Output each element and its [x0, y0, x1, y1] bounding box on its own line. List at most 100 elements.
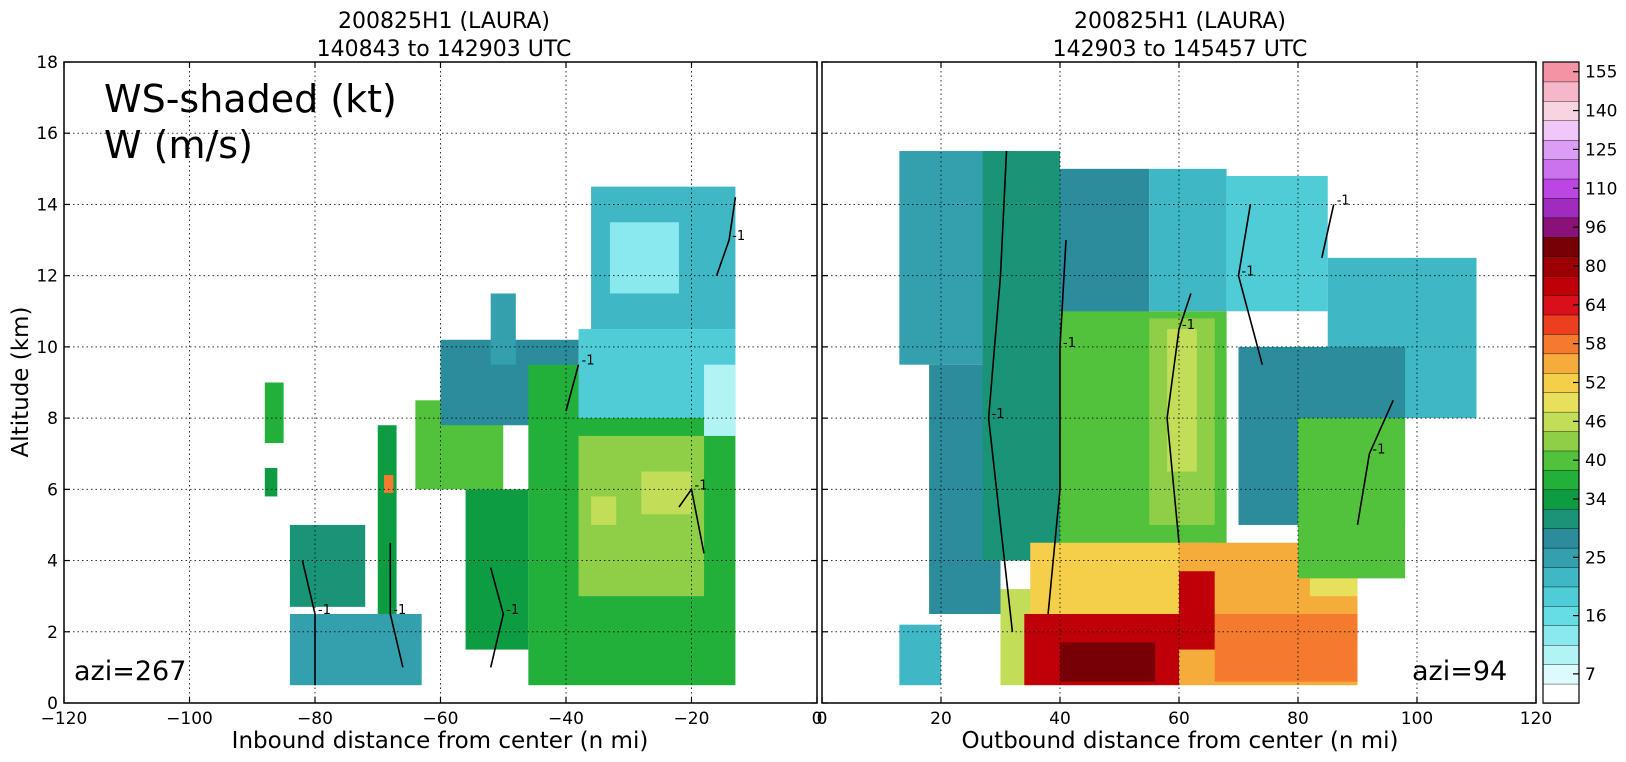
left-ws-cell-17: [704, 364, 736, 436]
right-xtick-label-0: 0: [817, 709, 828, 729]
colorbar-tick-label-13: 140: [1585, 102, 1617, 122]
left-ws-cell-0: [264, 382, 284, 444]
left-ws-cell-16: [609, 222, 679, 294]
colorbar-tick-label-8: 64: [1585, 296, 1607, 316]
left-w-contour-1: [389, 542, 404, 668]
ytick-label-8: 16: [36, 124, 58, 144]
colorbar-block-27: [1542, 158, 1580, 180]
right-panel: 200825H1 (LAURA) 142903 to 145457 UTC -1…: [817, 9, 1553, 754]
left-ws-cell-12: [641, 471, 692, 515]
right-gridlines: [822, 62, 1536, 703]
colorbar-block-8: [1542, 527, 1580, 549]
left-x-ticks: −120 −100 −80 −60 −40 −20 0: [41, 62, 823, 729]
left-w-contour-5: [715, 197, 737, 276]
left-ws-cell-1: [264, 467, 278, 497]
colorbar-block-11: [1542, 469, 1580, 491]
colorbar-tick-label-4: 40: [1585, 451, 1607, 471]
colorbar-tick-label-6: 52: [1585, 374, 1607, 394]
ytick-label-4: 8: [47, 409, 58, 429]
y-axis-label: Altitude (km): [8, 307, 34, 458]
right-ws-cell-15: [1214, 613, 1358, 682]
right-ws-cell-1: [899, 624, 941, 686]
colorbar-tick-label-2: 25: [1585, 548, 1607, 568]
colorbar-tick-label-9: 80: [1585, 257, 1607, 277]
colorbar: 7 16 25 34 40 46 52 58 64 80 96 110 125 140 155: [1542, 61, 1617, 704]
ytick-label-7: 14: [36, 195, 58, 215]
left-y-ticks: 0 2 4 6 8 10 12 14 16 18: [36, 53, 817, 714]
right-w-contour-2: [1166, 293, 1192, 543]
left-w-contour-label-4: -1: [695, 478, 708, 493]
right-title-line2: 142903 to 145457 UTC: [1053, 37, 1308, 62]
left-w-contour-2: [489, 567, 505, 668]
colorbar-ticks: 7 16 25 34 40 46 52 58 64 80 96 110 125 140 155: [1573, 63, 1617, 685]
left-title-line1: 200825H1 (LAURA): [338, 9, 550, 34]
right-ws-cell-18: [1060, 642, 1156, 682]
left-x-axis-label: Inbound distance from center (n mi): [232, 728, 649, 754]
right-ws-cell-20: [1298, 418, 1406, 579]
right-xtick-label-2: 40: [1049, 709, 1071, 729]
w-annotation: W (m/s): [104, 123, 253, 167]
left-ws-cell-2: [289, 524, 366, 607]
left-ws-cell-9: [490, 293, 516, 365]
left-xtick-label-6: 0: [812, 709, 823, 729]
right-xtick-label-3: 60: [1168, 709, 1190, 729]
right-ws-cell-11: [1167, 329, 1197, 472]
ytick-label-2: 4: [47, 552, 58, 572]
right-w-contour-label-0: -1: [992, 407, 1005, 422]
left-ws-cell-4: [377, 425, 397, 614]
left-title-line2: 140843 to 142903 UTC: [317, 37, 572, 62]
colorbar-block-15: [1542, 392, 1580, 413]
right-xtick-label-5: 100: [1401, 709, 1433, 729]
left-w-contour-label-2: -1: [506, 603, 519, 618]
left-xtick-label-2: −80: [297, 709, 333, 729]
right-xtick-label-6: 120: [1520, 709, 1552, 729]
right-ws-cell-19: [1179, 571, 1215, 650]
ytick-label-3: 6: [47, 480, 58, 500]
ytick-label-0: 0: [47, 694, 58, 714]
colorbar-block-29: [1542, 120, 1580, 141]
right-ws-cell-3: [982, 151, 1060, 561]
ytick-label-1: 2: [47, 623, 58, 643]
colorbar-block-17: [1542, 353, 1580, 374]
left-w-contour-label-0: -1: [318, 603, 331, 618]
right-title-line1: 200825H1 (LAURA): [1074, 9, 1286, 34]
right-azimuth-label: azi=94: [1412, 656, 1507, 687]
colorbar-block-23: [1542, 236, 1580, 257]
colorbar-block-21: [1542, 275, 1580, 296]
left-xtick-label-0: −120: [41, 709, 88, 729]
left-heatmap: [264, 186, 736, 686]
right-w-contour-label-5: -1: [1372, 443, 1385, 458]
right-xtick-label-4: 80: [1287, 709, 1309, 729]
colorbar-block-25: [1542, 197, 1580, 219]
colorbar-tick-label-5: 46: [1585, 412, 1607, 432]
colorbar-block-5: [1542, 586, 1580, 607]
colorbar-tick-label-3: 34: [1585, 490, 1607, 510]
colorbar-block-3: [1542, 625, 1580, 646]
left-xtick-label-5: −20: [674, 709, 710, 729]
colorbar-block-13: [1542, 430, 1580, 452]
right-w-contour-label-1: -1: [1063, 336, 1076, 351]
colorbar-blocks: [1542, 61, 1580, 704]
left-xtick-label-4: −40: [548, 709, 584, 729]
right-heatmap: [899, 151, 1477, 686]
left-w-contour-3: [565, 364, 580, 412]
colorbar-block-0: [1542, 683, 1580, 704]
left-w-contour-4: [678, 487, 705, 554]
right-w-contour-label-3: -1: [1242, 265, 1255, 280]
colorbar-block-6: [1542, 566, 1580, 588]
left-w-contour-label-1: -1: [393, 603, 406, 618]
colorbar-block-9: [1542, 508, 1580, 529]
ws-shaded-annotation: WS-shaded (kt): [104, 77, 397, 121]
right-w-contour-label-2: -1: [1182, 318, 1195, 333]
left-panel: 200825H1 (LAURA) 140843 to 142903 UTC -1…: [8, 9, 822, 754]
colorbar-block-19: [1542, 314, 1580, 335]
left-w-contour-label-3: -1: [582, 354, 595, 369]
right-w-contour-label-4: -1: [1337, 193, 1350, 208]
right-x-axis-label: Outbound distance from center (n mi): [962, 728, 1399, 754]
left-xtick-label-1: −100: [166, 709, 213, 729]
left-ws-cell-8: [465, 489, 529, 650]
right-y-tick-marks: [822, 61, 1536, 704]
colorbar-tick-label-10: 96: [1585, 218, 1607, 238]
left-ws-cell-3: [289, 613, 422, 686]
